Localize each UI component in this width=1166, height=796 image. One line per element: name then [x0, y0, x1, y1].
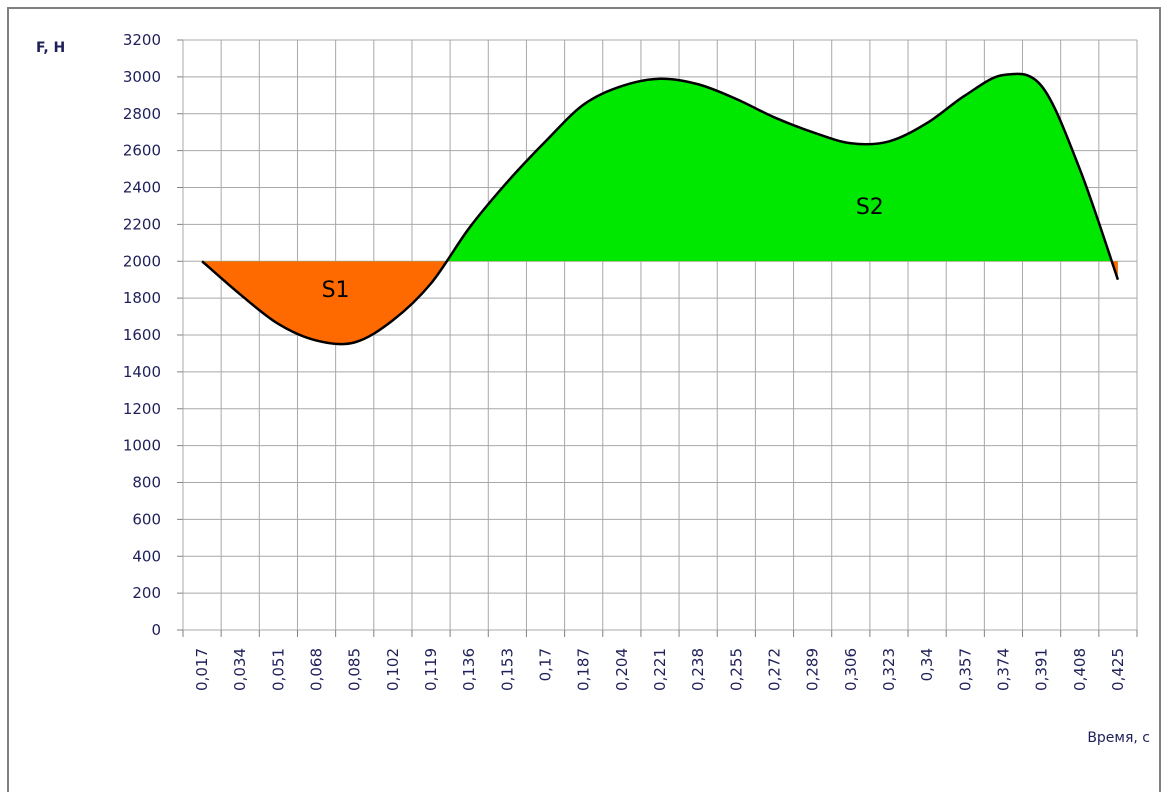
y-tick-label: 0	[151, 621, 161, 639]
y-tick-label: 1200	[123, 400, 161, 418]
x-tick-label: 0,17	[537, 648, 555, 681]
x-axis-title: Время, с	[1087, 730, 1150, 746]
x-tick-label: 0,425	[1109, 648, 1127, 691]
y-tick-label: 1600	[123, 326, 161, 344]
x-tick-label: 0,238	[689, 648, 707, 691]
x-tick-label: 0,119	[422, 648, 440, 691]
y-tick-label: 800	[132, 474, 161, 492]
y-tick-label: 1800	[123, 289, 161, 307]
area-above	[202, 73, 1118, 262]
y-axis-title: F, H	[36, 40, 65, 56]
y-tick-label: 3000	[123, 68, 161, 86]
y-tick-label: 2800	[123, 105, 161, 123]
x-tick-label: 0,374	[994, 648, 1012, 691]
x-tick-label: 0,221	[651, 648, 669, 691]
x-tick-label: 0,051	[269, 648, 287, 691]
x-tick-label: 0,323	[880, 648, 898, 691]
y-tick-label: 400	[132, 547, 161, 565]
y-tick-label: 2400	[123, 179, 161, 197]
x-tick-label: 0,34	[918, 648, 936, 681]
x-tick-label: 0,034	[231, 648, 249, 691]
y-tick-label: 2000	[123, 252, 161, 270]
x-tick-label: 0,357	[956, 648, 974, 691]
x-tick-label: 0,102	[384, 648, 402, 691]
x-tick-label: 0,153	[498, 648, 516, 691]
x-tick-label: 0,391	[1033, 648, 1051, 691]
y-tick-label: 1000	[123, 437, 161, 455]
x-tick-label: 0,017	[193, 648, 211, 691]
y-tick-label: 600	[132, 510, 161, 528]
annotation: S1	[322, 278, 350, 303]
x-tick-label: 0,136	[460, 648, 478, 691]
x-tick-label: 0,272	[765, 648, 783, 691]
x-tick-label: 0,255	[727, 648, 745, 691]
x-tick-label: 0,408	[1071, 648, 1089, 691]
x-tick-label: 0,187	[575, 648, 593, 691]
x-tick-label: 0,068	[308, 648, 326, 691]
y-tick-label: 1400	[123, 363, 161, 381]
x-tick-label: 0,085	[346, 648, 364, 691]
y-tick-label: 2200	[123, 215, 161, 233]
annotation: S2	[856, 195, 884, 220]
x-tick-label: 0,204	[613, 648, 631, 691]
y-tick-label: 3200	[123, 31, 161, 49]
x-tick-label: 0,306	[842, 648, 860, 691]
line	[201, 72, 1120, 346]
y-tick-label: 2600	[123, 142, 161, 160]
y-tick-label: 200	[132, 584, 161, 602]
x-tick-label: 0,289	[804, 648, 822, 691]
